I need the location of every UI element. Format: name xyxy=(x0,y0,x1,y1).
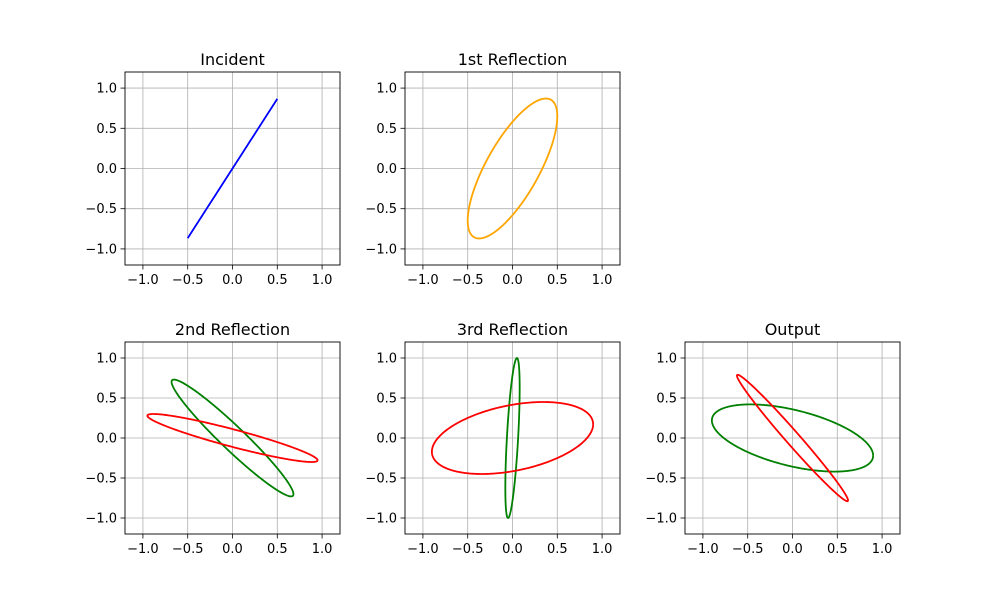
y-tick-label: 0.0 xyxy=(96,162,117,177)
x-tick-label: 0.5 xyxy=(267,273,288,288)
x-tick-label: 1.0 xyxy=(592,273,613,288)
x-tick-label: 0.0 xyxy=(222,542,243,557)
ellipse-curve xyxy=(710,403,875,473)
subplot-title: 3rd Reflection xyxy=(457,320,568,339)
y-tick-label: 0.0 xyxy=(656,432,677,447)
x-tick-label: −0.5 xyxy=(172,273,204,288)
x-tick-label: −1.0 xyxy=(687,542,719,557)
y-tick-label: 0.5 xyxy=(96,392,117,407)
y-tick-label: 0.0 xyxy=(376,432,397,447)
y-tick-label: 0.5 xyxy=(376,122,397,137)
subplot-5: −1.0 −1.0 −0.5 −0.5 0.0 0.0 0.5 0.5 1.0 1.0 Output xyxy=(645,320,901,557)
y-tick-label: 1.0 xyxy=(376,352,397,367)
subplot-3: −1.0 −1.0 −0.5 −0.5 0.0 0.0 0.5 0.5 1.0 1.0 2nd Re… xyxy=(85,320,341,557)
x-tick-label: 1.0 xyxy=(872,542,893,557)
ellipse-curve xyxy=(186,98,279,239)
y-tick-label: −0.5 xyxy=(365,202,397,217)
y-tick-label: −0.5 xyxy=(645,472,677,487)
x-tick-label: −0.5 xyxy=(172,542,204,557)
y-tick-label: −0.5 xyxy=(85,472,117,487)
y-tick-label: 0.5 xyxy=(376,392,397,407)
y-tick-label: 0.0 xyxy=(376,162,397,177)
subplot-1: −1.0 −1.0 −0.5 −0.5 0.0 0.0 0.5 0.5 1.0 1.0 Incide… xyxy=(85,50,341,288)
y-tick-label: −1.0 xyxy=(365,242,397,257)
subplot-title: 1st Reflection xyxy=(458,50,567,69)
x-tick-label: −1.0 xyxy=(407,273,439,288)
y-tick-label: −1.0 xyxy=(85,242,117,257)
axes-frame xyxy=(124,71,341,266)
axes-frame xyxy=(124,341,341,535)
y-tick-label: −1.0 xyxy=(85,512,117,527)
x-tick-label: 1.0 xyxy=(312,542,333,557)
subplot-title: 2nd Reflection xyxy=(175,320,290,339)
subplot-4: −1.0 −1.0 −0.5 −0.5 0.0 0.0 0.5 0.5 1.0 1.0 3rd Re… xyxy=(365,320,621,557)
y-tick-label: 1.0 xyxy=(96,82,117,97)
y-tick-label: 1.0 xyxy=(656,352,677,367)
y-tick-label: 0.0 xyxy=(96,432,117,447)
ellipse-curve xyxy=(736,373,849,503)
x-tick-label: 0.0 xyxy=(782,542,803,557)
x-tick-label: 0.0 xyxy=(502,542,523,557)
subplot-title: Incident xyxy=(200,50,265,69)
y-tick-label: 0.5 xyxy=(96,122,117,137)
ellipse-curve xyxy=(170,378,295,498)
x-tick-label: −0.5 xyxy=(452,273,484,288)
ellipse-curve xyxy=(466,97,559,240)
axes-frame xyxy=(684,341,901,535)
x-tick-label: 0.5 xyxy=(547,273,568,288)
x-tick-label: 0.5 xyxy=(267,542,288,557)
x-tick-label: −0.5 xyxy=(452,542,484,557)
x-tick-label: 0.0 xyxy=(222,273,243,288)
ellipse-curve xyxy=(430,401,595,475)
subplot-2: −1.0 −1.0 −0.5 −0.5 0.0 0.0 0.5 0.5 1.0 1.0 1st Re… xyxy=(365,50,621,288)
ellipse-curve xyxy=(146,413,319,463)
x-tick-label: −1.0 xyxy=(407,542,439,557)
y-tick-label: −1.0 xyxy=(645,512,677,527)
x-tick-label: 1.0 xyxy=(312,273,333,288)
y-tick-label: −0.5 xyxy=(365,472,397,487)
y-tick-label: −0.5 xyxy=(85,202,117,217)
x-tick-label: −1.0 xyxy=(127,542,159,557)
y-tick-label: 1.0 xyxy=(96,352,117,367)
y-tick-label: 0.5 xyxy=(656,392,677,407)
x-tick-label: 0.0 xyxy=(502,273,523,288)
ellipse-curve xyxy=(504,357,521,519)
subplot-title: Output xyxy=(765,320,821,339)
x-tick-label: −0.5 xyxy=(732,542,764,557)
x-tick-label: 1.0 xyxy=(592,542,613,557)
axes-frame xyxy=(404,341,621,535)
y-tick-label: −1.0 xyxy=(365,512,397,527)
y-tick-label: 1.0 xyxy=(376,82,397,97)
x-tick-label: 0.5 xyxy=(827,542,848,557)
x-tick-label: −1.0 xyxy=(127,273,159,288)
axes-frame xyxy=(404,71,621,266)
x-tick-label: 0.5 xyxy=(547,542,568,557)
